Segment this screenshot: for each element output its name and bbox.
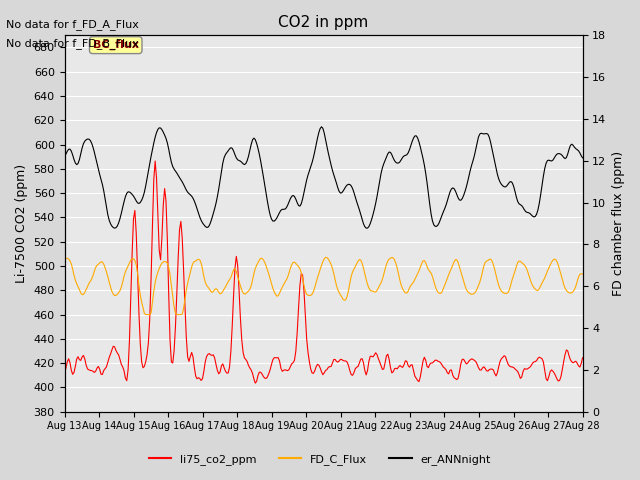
Text: No data for f_FD_B_Flux: No data for f_FD_B_Flux [6,38,140,49]
FD_C_Flux [61,256,68,262]
er_ANNnight [95,167,102,172]
li75_co2_ppm [510,365,518,371]
Y-axis label: Li-7500 CO2 (ppm): Li-7500 CO2 (ppm) [15,164,28,283]
er_ANNnight [330,172,337,178]
li75_co2_ppm [577,360,585,366]
FD_C_Flux [510,272,518,278]
FD_C_Flux [78,292,86,298]
FD_C_Flux [142,312,150,317]
er_ANNnight [61,153,68,159]
er_ANNnight [579,155,586,161]
er_ANNnight [577,153,585,159]
Line: er_ANNnight: er_ANNnight [65,127,582,228]
Legend: li75_co2_ppm, FD_C_Flux, er_ANNnight: li75_co2_ppm, FD_C_Flux, er_ANNnight [145,450,495,469]
FD_C_Flux [577,271,585,276]
Text: No data for f_FD_A_Flux: No data for f_FD_A_Flux [6,19,140,30]
er_ANNnight [78,145,86,151]
er_ANNnight [317,124,325,130]
Line: FD_C_Flux: FD_C_Flux [65,257,582,314]
li75_co2_ppm [579,355,586,360]
li75_co2_ppm [151,158,159,164]
Line: li75_co2_ppm: li75_co2_ppm [65,161,582,383]
FD_C_Flux [322,254,330,260]
Title: CO2 in ppm: CO2 in ppm [278,15,369,30]
FD_C_Flux [95,261,102,267]
li75_co2_ppm [95,363,102,369]
FD_C_Flux [433,287,440,293]
li75_co2_ppm [433,357,440,363]
er_ANNnight [510,183,518,189]
FD_C_Flux [579,271,586,277]
Y-axis label: FD chamber flux (ppm): FD chamber flux (ppm) [612,151,625,296]
li75_co2_ppm [252,380,259,386]
li75_co2_ppm [61,370,68,376]
FD_C_Flux [330,270,337,276]
er_ANNnight [111,225,118,231]
li75_co2_ppm [330,357,337,362]
Text: BC_flux: BC_flux [93,40,139,50]
er_ANNnight [433,224,440,229]
li75_co2_ppm [78,354,86,360]
